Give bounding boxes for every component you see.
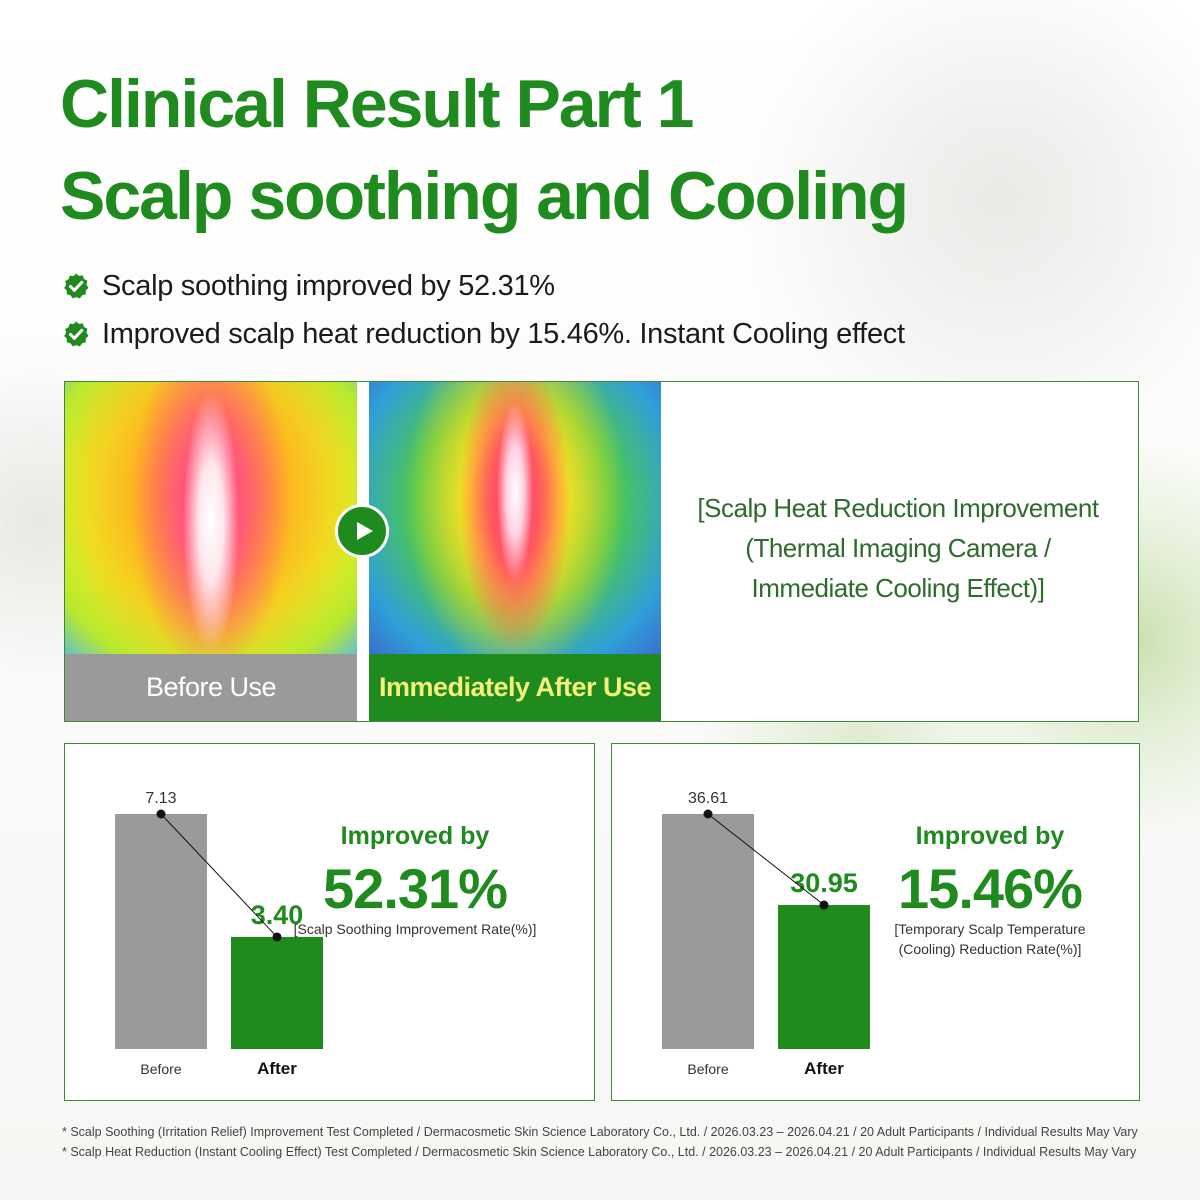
category-label-before: Before [140,1061,181,1077]
bullet-item: Scalp soothing improved by 52.31% [62,262,905,310]
footnote: * Scalp Soothing (Irritation Relief) Imp… [62,1125,1138,1139]
title-line-1: Clinical Result Part 1 [60,66,694,142]
connector-dot [272,932,282,942]
metric-caption-line: [Temporary Scalp Temperature [894,921,1086,937]
connector-line [707,813,825,906]
thermal-caption-line: [Scalp Heat Reduction Improvement [697,493,1099,523]
thermal-image-after [369,382,661,654]
before-value-label: 7.13 [145,790,176,807]
play-icon [357,522,373,540]
before-value-label: 36.61 [688,790,728,807]
bar-before [662,814,754,1049]
metric-caption-line: (Cooling) Reduction Rate(%)] [898,941,1082,957]
footnote: * Scalp Heat Reduction (Instant Cooling … [62,1145,1137,1159]
cooling-chart-panel: 36.61 Before 30.95 After Improved by 15.46%… [611,743,1140,1101]
improvement-value: 52.31% [323,857,508,920]
after-value-label: 30.95 [790,868,858,898]
category-label-before: Before [687,1061,728,1077]
metric-caption: [Scalp Soothing Improvement Rate(%)] [275,919,555,939]
before-use-label: Before Use [65,654,357,721]
thermal-image-before [65,382,357,654]
page-title: Clinical Result Part 1 Scalp soothing an… [60,58,909,242]
bullet-item: Improved scalp heat reduction by 15.46%.… [62,310,905,358]
thermal-caption-line: (Thermal Imaging Camera / [745,533,1051,563]
thermal-caption-line: Immediate Cooling Effect)] [751,573,1045,603]
check-badge-icon [64,273,89,299]
category-label-after: After [257,1059,297,1078]
after-value-label: 3.40 [251,900,304,930]
connector-line [160,813,278,938]
footnotes: * Scalp Soothing (Irritation Relief) Imp… [62,1122,1162,1162]
improvement-value: 15.46% [898,857,1083,920]
connector-dot [819,900,829,910]
bullet-text: Scalp soothing improved by 52.31% [102,269,555,302]
improved-by-label: Improved by [915,822,1065,850]
metric-caption: [Temporary Scalp Temperature (Cooling) R… [850,919,1130,959]
bar-before [115,814,207,1049]
thermal-caption: [Scalp Heat Reduction Improvement (Therm… [663,488,1133,608]
metric-caption-line: [Scalp Soothing Improvement Rate(%)] [293,921,537,937]
bar-after [778,905,870,1049]
title-line-2: Scalp soothing and Cooling [60,158,909,234]
play-button[interactable] [335,504,389,558]
bullet-text: Improved scalp heat reduction by 15.46%.… [102,317,905,350]
connector-dot [156,809,166,819]
after-use-label: Immediately After Use [369,654,661,721]
check-badge-icon [64,321,89,347]
bar-after [231,936,323,1049]
soothing-bar-chart: 7.13 Before 3.40 After [115,790,323,1078]
improved-by-label: Improved by [340,822,490,850]
thermal-comparison-panel: Before Use Immediately After Use [Scalp … [64,381,1139,722]
connector-dot [703,809,713,819]
category-label-after: After [804,1059,844,1078]
cooling-bar-chart: 36.61 Before 30.95 After [662,790,870,1078]
bullet-list: Scalp soothing improved by 52.31% Improv… [62,262,905,358]
soothing-chart-panel: 7.13 Before 3.40 After Improved by 52.31% [… [64,743,595,1101]
